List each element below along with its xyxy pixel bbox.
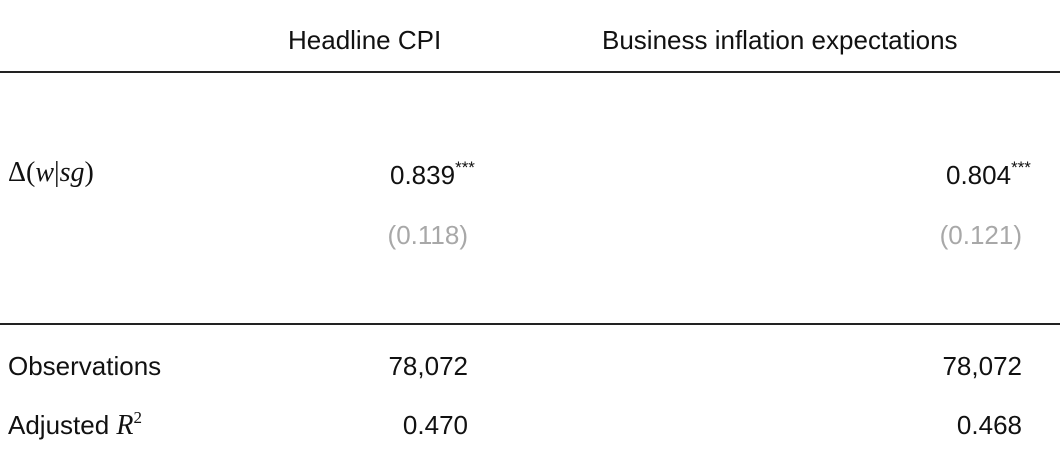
std-error-headline-cpi: (0.118) (387, 220, 468, 250)
column-header-business-inflation-expectations: Business inflation expectations (602, 25, 958, 55)
observations-headline-cpi: 78,072 (388, 351, 468, 381)
adjusted-r-squared-headline-cpi: 0.470 (402, 410, 468, 440)
regressor-label: Δ(w|sg) (8, 157, 94, 188)
coefficient-business-inflation-expectations: 0.804*** (946, 158, 1031, 190)
significance-stars: *** (455, 158, 475, 178)
std-error-business-inflation-expectations: (0.121) (939, 220, 1022, 250)
adjusted-r-squared-business-inflation-expectations: 0.468 (956, 410, 1022, 440)
stat-label-observations: Observations (8, 351, 162, 381)
column-header-headline-cpi: Headline CPI (288, 25, 442, 55)
stat-label-adjusted-r-squared: Adjusted R2 (8, 407, 143, 441)
top-rule (0, 71, 1060, 73)
delta-symbol: Δ (8, 157, 27, 188)
significance-stars: *** (1011, 158, 1031, 178)
middle-rule (0, 323, 1060, 325)
coefficient-headline-cpi: 0.839*** (390, 158, 475, 190)
observations-business-inflation-expectations: 78,072 (942, 351, 1022, 381)
